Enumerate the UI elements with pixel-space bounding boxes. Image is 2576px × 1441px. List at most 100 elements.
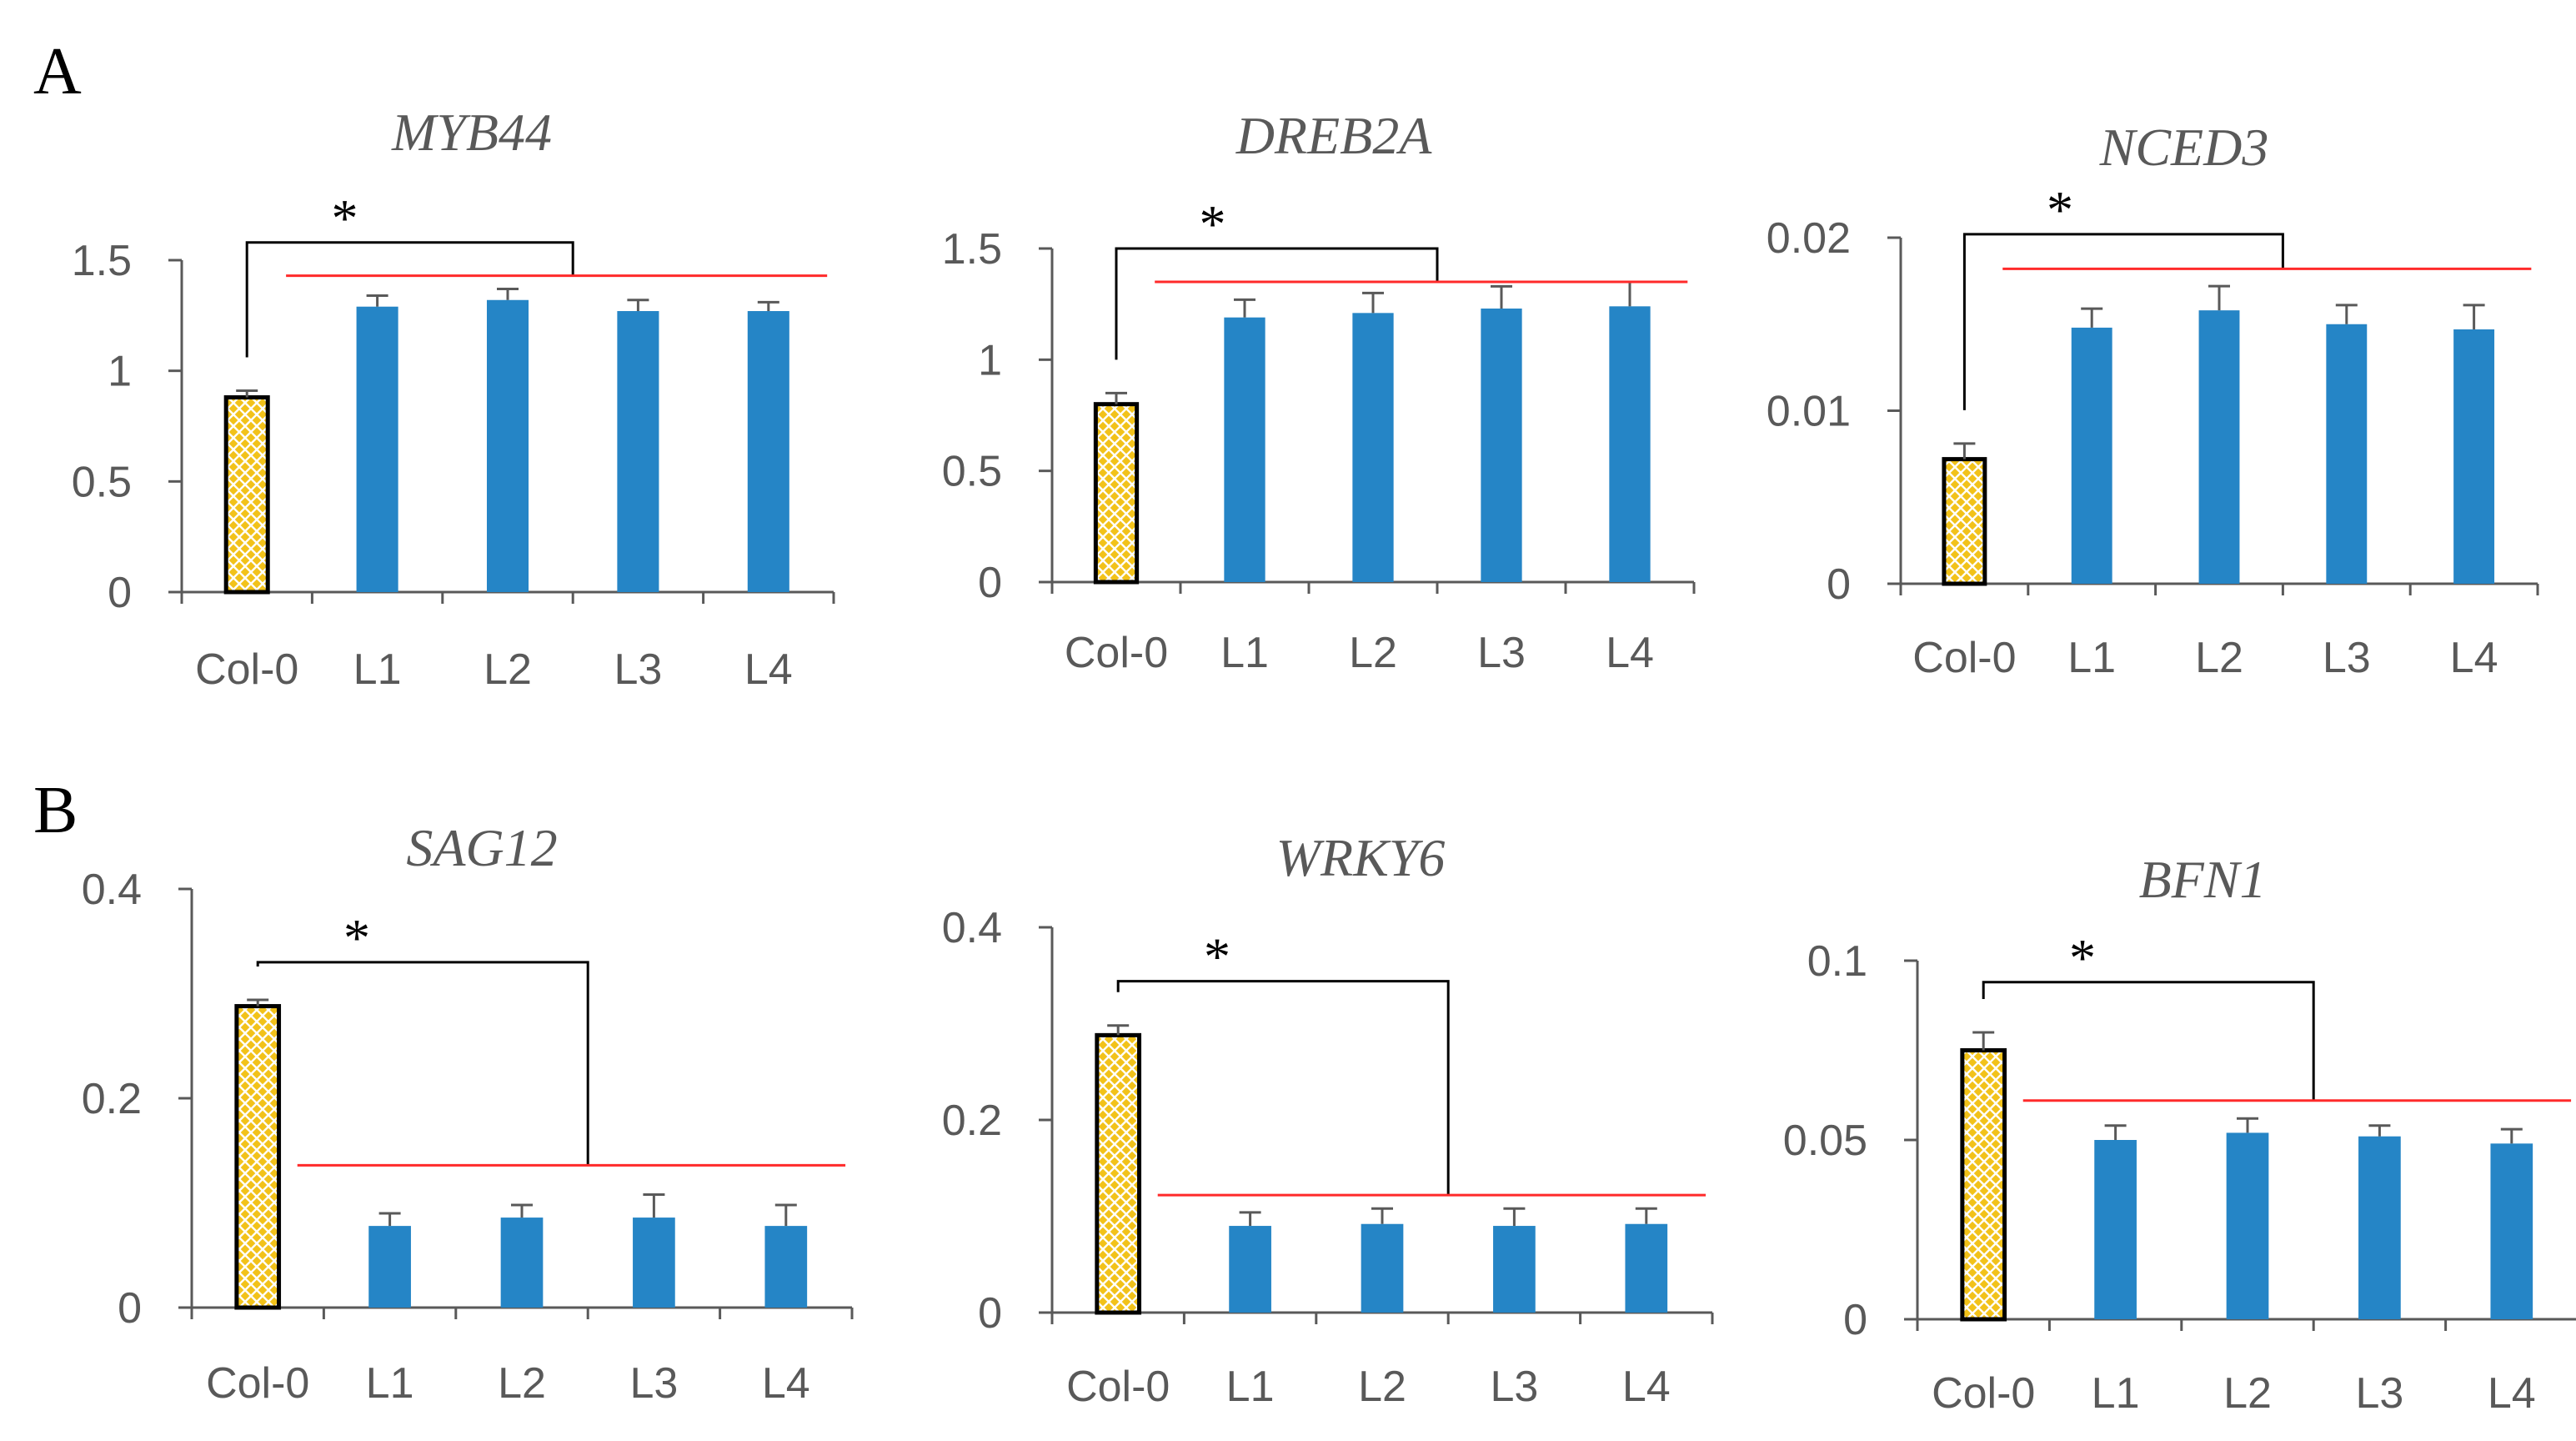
x-tick-label: L3: [1490, 1363, 1538, 1411]
x-tick-label: L2: [1349, 629, 1397, 677]
x-tick-label: L4: [744, 645, 793, 694]
bar: [1609, 306, 1651, 582]
bar-control: [1095, 1032, 1142, 1315]
x-tick-label: L3: [1477, 629, 1526, 677]
x-tick-label: L3: [2323, 634, 2371, 682]
chart-sag12: SAG12 0 0.2 0.4 Col-0 L1 L2 L3 L4 *: [82, 818, 854, 1408]
bar: [617, 311, 659, 592]
significance-star: *: [2047, 180, 2073, 239]
bar: [2326, 324, 2368, 584]
x-tick-label: L1: [353, 645, 402, 694]
bar-control: [223, 395, 270, 595]
bar-control: [234, 1004, 282, 1310]
bar: [356, 306, 398, 592]
chart-bfn1: BFN1 0 0.05 0.1 Col-0 L1 L2 L3 L4 *: [1783, 850, 2576, 1418]
bar: [486, 299, 529, 592]
x-tick-label: L2: [2223, 1369, 2272, 1418]
x-tick-label: L4: [1606, 629, 1654, 677]
panel-letter-b: B: [33, 774, 78, 847]
y-tick-label: 0: [108, 569, 132, 617]
y-tick-label: 0.01: [1767, 388, 1851, 436]
x-tick-label: L3: [2355, 1369, 2403, 1418]
bar: [2358, 1136, 2401, 1319]
bar: [500, 1218, 544, 1308]
bar: [1224, 317, 1265, 582]
significance-star: *: [1200, 194, 1226, 254]
y-tick-label: 0.05: [1783, 1117, 1867, 1165]
y-tick-label: 0.02: [1767, 214, 1851, 263]
x-tick-label: L4: [2488, 1369, 2536, 1418]
chart-title: MYB44: [391, 103, 552, 162]
x-tick-label: L2: [2195, 634, 2243, 682]
chart-title: SAG12: [406, 818, 557, 877]
x-tick-label: L4: [2450, 634, 2498, 682]
x-tick-label: Col-0: [1932, 1369, 2035, 1418]
y-tick-label: 1: [108, 348, 132, 396]
x-tick-label: L1: [1220, 629, 1269, 677]
significance-star: *: [343, 908, 370, 967]
bar: [2071, 327, 2112, 584]
bar: [2490, 1143, 2533, 1319]
x-tick-label: L1: [2067, 634, 2116, 682]
y-tick-label: 0.4: [942, 904, 1002, 952]
x-tick-label: Col-0: [195, 645, 298, 694]
chart-dreb2a: DREB2A 0 0.5 1 1.5 Col-0 L1 L2 L3 L4 *: [942, 106, 1696, 677]
y-tick-label: 0.4: [82, 866, 142, 914]
y-tick-label: 0.5: [72, 458, 132, 506]
x-tick-label: Col-0: [206, 1359, 309, 1408]
x-tick-label: L1: [2092, 1369, 2140, 1418]
bar-control: [1960, 1048, 2007, 1322]
x-tick-label: L3: [614, 645, 662, 694]
y-tick-label: 0: [1827, 560, 1851, 609]
y-tick-label: 0: [978, 1289, 1002, 1338]
y-tick-label: 0.5: [942, 448, 1002, 496]
x-tick-label: L2: [1358, 1363, 1406, 1411]
x-tick-label: L4: [1622, 1363, 1671, 1411]
y-tick-label: 0.2: [82, 1075, 142, 1123]
bar: [2198, 310, 2240, 584]
bar: [633, 1218, 675, 1308]
bar: [1493, 1226, 1536, 1313]
significance-star: *: [2069, 928, 2096, 987]
y-tick-label: 0.1: [1807, 937, 1867, 986]
x-tick-label: Col-0: [1066, 1363, 1170, 1411]
significance-bracket: [1982, 981, 2315, 1101]
chart-nced3: NCED3 0 0.01 0.02 Col-0 L1 L2 L3 L4 *: [1767, 118, 2539, 682]
x-tick-label: Col-0: [1065, 629, 1168, 677]
bar: [1625, 1223, 1668, 1313]
bar: [1352, 313, 1394, 582]
bar: [2094, 1140, 2137, 1319]
panel-letter-a: A: [33, 35, 82, 108]
x-tick-label: L1: [1226, 1363, 1275, 1411]
x-tick-label: Col-0: [1912, 634, 2016, 682]
y-tick-label: 1: [978, 336, 1002, 384]
x-tick-label: L3: [629, 1359, 678, 1408]
y-tick-label: 0.2: [942, 1097, 1002, 1145]
y-tick-label: 1.5: [72, 237, 132, 285]
bar: [764, 1226, 808, 1308]
bar: [368, 1226, 411, 1308]
significance-star: *: [1204, 927, 1230, 987]
significance-bracket: [1962, 233, 2284, 410]
chart-title: DREB2A: [1235, 106, 1433, 165]
bar: [1229, 1226, 1271, 1313]
y-tick-label: 0: [978, 559, 1002, 607]
significance-star: *: [332, 188, 358, 248]
bar: [747, 311, 789, 592]
x-tick-label: L2: [484, 645, 532, 694]
x-tick-label: L2: [498, 1359, 546, 1408]
significance-bracket: [245, 241, 574, 358]
chart-title: NCED3: [2099, 118, 2269, 177]
bar: [1481, 309, 1522, 582]
significance-bracket: [1115, 247, 1439, 360]
bar: [2453, 329, 2495, 584]
x-tick-label: L1: [366, 1359, 414, 1408]
significance-bracket: [256, 961, 589, 1166]
bar: [2226, 1132, 2269, 1319]
chart-title: WRKY6: [1276, 828, 1446, 887]
chart-wrky6: WRKY6 0 0.2 0.4 Col-0 L1 L2 L3 L4 *: [942, 828, 1714, 1411]
y-tick-label: 1.5: [942, 225, 1002, 274]
y-tick-label: 0: [118, 1284, 142, 1333]
